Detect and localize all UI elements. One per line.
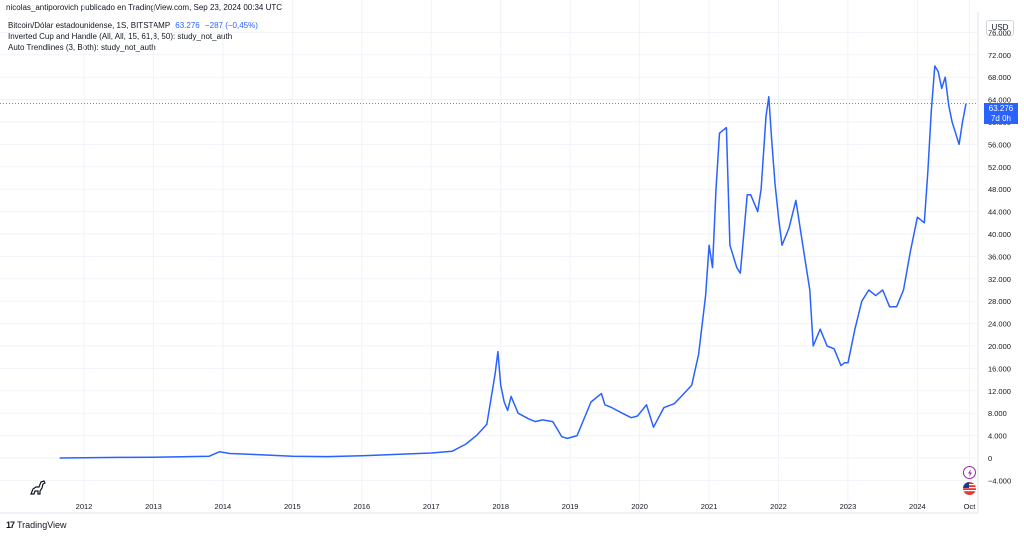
price-tick-label: 64.000 <box>988 96 1011 105</box>
price-tick-label: 48.000 <box>988 185 1011 194</box>
btc-price-series <box>59 65 967 459</box>
symbol-line[interactable]: Bitcoin/Dólar estadounidense, 1S, BITSTA… <box>8 20 258 31</box>
lightning-icon[interactable] <box>963 466 976 479</box>
time-tick-label: Oct <box>964 502 977 511</box>
price-tick-label: 36.000 <box>988 252 1011 261</box>
last-price: 63.276 <box>175 21 200 30</box>
price-tick-label: 24.000 <box>988 320 1011 329</box>
price-tag-value: 63.276 <box>988 104 1014 113</box>
price-tick-label: 28.000 <box>988 297 1011 306</box>
tradingview-brand-name: TradingView <box>17 520 67 530</box>
time-tick-label: 2020 <box>631 502 648 511</box>
price-tick-label: 16.000 <box>988 364 1011 373</box>
price-tag: 63.276 7d 0h <box>984 103 1018 124</box>
symbol-label: Bitcoin/Dólar estadounidense, 1S, BITSTA… <box>8 21 171 30</box>
time-tick-label: 2012 <box>76 502 93 511</box>
time-tick-label: 2021 <box>701 502 718 511</box>
price-tick-label: 44.000 <box>988 208 1011 217</box>
time-tick-label: 2018 <box>492 502 509 511</box>
time-tick-label: 2017 <box>423 502 440 511</box>
price-tick-label: 68.000 <box>988 73 1011 82</box>
study-auto-trendlines[interactable]: Auto Trendlines (3, Both): study_not_aut… <box>8 43 156 52</box>
price-tag-countdown: 7d 0h <box>990 114 1012 123</box>
price-tick-label: 12.000 <box>988 387 1011 396</box>
time-tick-label: 2016 <box>353 502 370 511</box>
price-tick-label: −4.000 <box>988 476 1011 485</box>
publish-credit: nicolas_antiporovich publicado en Tradin… <box>6 3 283 12</box>
time-tick-label: 2014 <box>215 502 232 511</box>
flag-icon[interactable] <box>963 482 976 495</box>
currency-button[interactable]: USD <box>986 20 1014 36</box>
tradingview-logo[interactable]: 17 TradingView <box>6 520 67 530</box>
dino-icon[interactable] <box>28 478 48 496</box>
time-tick-label: 2022 <box>770 502 787 511</box>
price-tick-label: 40.000 <box>988 230 1011 239</box>
price-tick-label: 8.000 <box>988 409 1007 418</box>
price-tick-label: 0 <box>988 454 992 463</box>
price-tick-label: 52.000 <box>988 163 1011 172</box>
chart-grid <box>0 0 978 513</box>
price-tick-label: 20.000 <box>988 342 1011 351</box>
price-tick-label: 76.000 <box>988 28 1011 37</box>
price-tick-label: 32.000 <box>988 275 1011 284</box>
time-tick-label: 2024 <box>909 502 926 511</box>
tradingview-logo-icon: 17 <box>6 520 15 530</box>
price-tick-label: 72.000 <box>988 51 1011 60</box>
price-change: −287 (−0,45%) <box>204 21 258 30</box>
price-tick-label: 56.000 <box>988 140 1011 149</box>
study-inverted-cup[interactable]: Inverted Cup and Handle (All, All, 15, 6… <box>8 32 233 41</box>
time-tick-label: 2013 <box>145 502 162 511</box>
time-tick-label: 2015 <box>284 502 301 511</box>
time-tick-label: 2023 <box>840 502 857 511</box>
time-axis: 2012 2013 2014 2015 2016 2017 2018 2019 2020 2021… <box>76 502 977 511</box>
price-axis: −4.000 0 4.000 8.000 12.000 16.000 20.000 24.00… <box>988 28 1011 485</box>
chart-legend: Bitcoin/Dólar estadounidense, 1S, BITSTA… <box>8 20 258 53</box>
price-tick-label: 4.000 <box>988 432 1007 441</box>
time-tick-label: 2019 <box>562 502 579 511</box>
